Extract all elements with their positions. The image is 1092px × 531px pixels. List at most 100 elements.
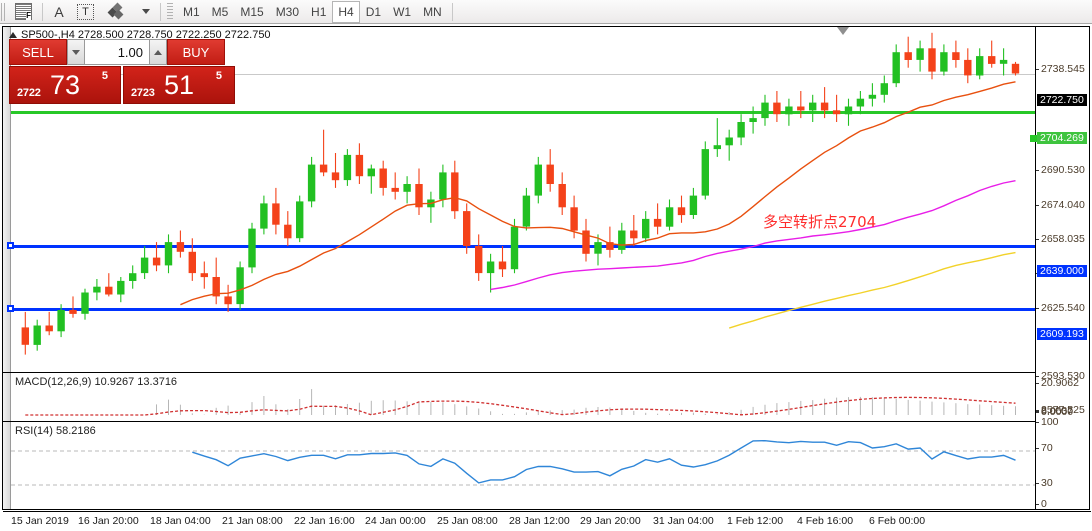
toolbar-divider-3 (451, 2, 453, 21)
sell-button[interactable]: SELL (9, 39, 67, 65)
time-tick: 24 Jan 00:00 (365, 515, 426, 527)
volume-input[interactable]: 1.00 (85, 39, 149, 65)
timeframe-m15[interactable]: M15 (234, 1, 269, 23)
timeframe-w1-label: W1 (393, 4, 412, 19)
shapes-button[interactable] (100, 1, 132, 23)
sell-price-integer: 2722 (17, 87, 41, 99)
ma-magenta-line (490, 180, 1016, 291)
rsi-tick: 70 (1036, 442, 1053, 454)
timeframe-m1-label: M1 (183, 4, 200, 19)
macd-pane[interactable]: MACD(12,26,9) 10.9267 13.3716 (11, 374, 1037, 421)
timeframe-grip[interactable] (167, 2, 173, 21)
text-box-button[interactable]: T (71, 1, 100, 23)
support-line-2704[interactable] (11, 111, 1037, 114)
timeframe-m5[interactable]: M5 (206, 1, 235, 23)
time-scale[interactable]: 15 Jan 2019 16 Jan 20:00 18 Jan 04:00 21… (3, 511, 1091, 531)
shapes-dropdown-button[interactable] (132, 1, 156, 23)
sell-price-box[interactable]: 2722 73 5 (9, 66, 121, 104)
rsi-label: RSI(14) 58.2186 (15, 425, 96, 437)
volume-increase-button[interactable] (149, 39, 167, 65)
toolbar-divider-2 (160, 2, 161, 21)
buy-button[interactable]: BUY (167, 39, 225, 65)
buy-price-box[interactable]: 2723 51 5 (123, 66, 235, 104)
macd-label: MACD(12,26,9) 10.9267 13.3716 (15, 376, 178, 388)
price-tick: 2690.530 (1036, 164, 1085, 176)
price-tick: 2625.540 (1036, 302, 1085, 314)
pane-separator-rsi[interactable] (3, 421, 1089, 422)
time-tick: 15 Jan 2019 (11, 515, 69, 527)
symbol-ohlc-text: SP500-,H4 2728.500 2728.750 2722.250 272… (21, 29, 271, 41)
time-tick: 16 Jan 20:00 (78, 515, 139, 527)
rsi-tick: 100 (1036, 416, 1059, 428)
candle-series (21, 32, 1020, 355)
mouse-cursor-marker (837, 27, 849, 35)
crosshair-f-icon (15, 3, 32, 20)
timeframe-h4[interactable]: H4 (332, 0, 360, 23)
ma-yellow-line (728, 251, 1016, 329)
time-tick: 31 Jan 04:00 (653, 515, 714, 527)
price-scale[interactable]: 2738.545 2690.530 2674.040 2658.035 2642… (1030, 27, 1089, 510)
time-tick: 6 Feb 00:00 (869, 515, 926, 527)
timeframe-mn-label: MN (423, 4, 442, 19)
symbol-ohlc-line: SP500-,H4 2728.500 2728.750 2722.250 272… (9, 29, 271, 41)
timeframe-m1[interactable]: M1 (177, 1, 206, 23)
timeframe-h1[interactable]: H1 (305, 1, 332, 23)
crosshair-f-button[interactable] (9, 1, 38, 23)
shapes-icon (106, 2, 126, 20)
current-price-label: 2722.750 (1037, 94, 1087, 106)
support-line-2639[interactable] (11, 245, 1037, 248)
toolbar-divider (42, 2, 43, 21)
price-tick: 2577.525 (1036, 404, 1085, 416)
time-tick: 29 Jan 20:00 (580, 515, 641, 527)
time-tick: 28 Jan 12:00 (509, 515, 570, 527)
chart-area[interactable]: SP500-,H4 2728.500 2728.750 2722.250 272… (2, 26, 1091, 527)
level-label-2704[interactable]: 2704.269 (1037, 132, 1087, 144)
support-line-2609[interactable] (11, 308, 1037, 311)
chart-scroll-gutter[interactable] (3, 27, 11, 509)
timeframe-d1[interactable]: D1 (360, 1, 387, 23)
pane-separator-macd[interactable] (3, 372, 1089, 373)
macd-plot (25, 389, 1016, 416)
price-quote-row: 2722 73 5 2723 51 5 (9, 66, 235, 104)
rsi-pane[interactable]: RSI(14) 58.2186 (11, 423, 1037, 509)
price-tick: 2658.035 (1036, 233, 1085, 245)
timeframe-m5-label: M5 (211, 4, 229, 19)
chevron-down-icon (72, 49, 80, 55)
timeframe-w1[interactable]: W1 (387, 1, 417, 23)
time-tick: 4 Feb 16:00 (797, 515, 854, 527)
line-anchor-2609[interactable] (7, 305, 14, 312)
chevron-up-icon (154, 49, 162, 55)
macd-histogram (156, 389, 1016, 415)
macd-tick: 20.9062 (1036, 377, 1079, 389)
time-tick: 25 Jan 08:00 (437, 515, 498, 527)
rsi-tick: 30 (1036, 477, 1053, 489)
chart-annotation-text[interactable]: 多空转折点2704 (763, 213, 877, 231)
buy-price-integer: 2723 (131, 87, 155, 99)
price-tick: 2593.530 (1036, 370, 1085, 382)
chart-toolbar: A T M1 M5 M15 M30 H1 H4 D1 W1 MN (0, 0, 1092, 24)
timeframe-m30[interactable]: M30 (270, 1, 305, 23)
level-label-2609[interactable]: 2609.193 (1037, 328, 1087, 340)
timeframe-mn[interactable]: MN (417, 1, 448, 23)
buy-price-pipette: 5 (215, 70, 222, 82)
ma-orange-line (180, 81, 1016, 306)
time-tick: 21 Jan 08:00 (222, 515, 283, 527)
time-tick: 1 Feb 12:00 (727, 515, 784, 527)
timeframe-m15-label: M15 (240, 4, 264, 19)
level-anchor-2704[interactable] (1030, 135, 1037, 142)
timeframe-h1-label: H1 (311, 4, 327, 19)
toolbar-grip[interactable] (1, 2, 7, 21)
price-pane[interactable]: 多空转折点2704 (7, 27, 1037, 372)
one-click-trading-panel[interactable]: SELL 1.00 BUY 2722 73 5 2723 51 5 (9, 39, 235, 104)
rsi-line (192, 439, 1016, 484)
text-box-icon: T (77, 3, 94, 20)
text-label-button[interactable]: A (47, 1, 71, 23)
price-tick: 2674.040 (1036, 199, 1085, 211)
rsi-plot (11, 439, 1037, 486)
level-label-2639[interactable]: 2639.000 (1037, 265, 1087, 277)
current-price-line (11, 74, 1037, 75)
text-label-icon: A (54, 3, 64, 20)
volume-decrease-button[interactable] (67, 39, 85, 65)
line-anchor-2639[interactable] (7, 242, 14, 249)
time-tick: 22 Jan 16:00 (294, 515, 355, 527)
